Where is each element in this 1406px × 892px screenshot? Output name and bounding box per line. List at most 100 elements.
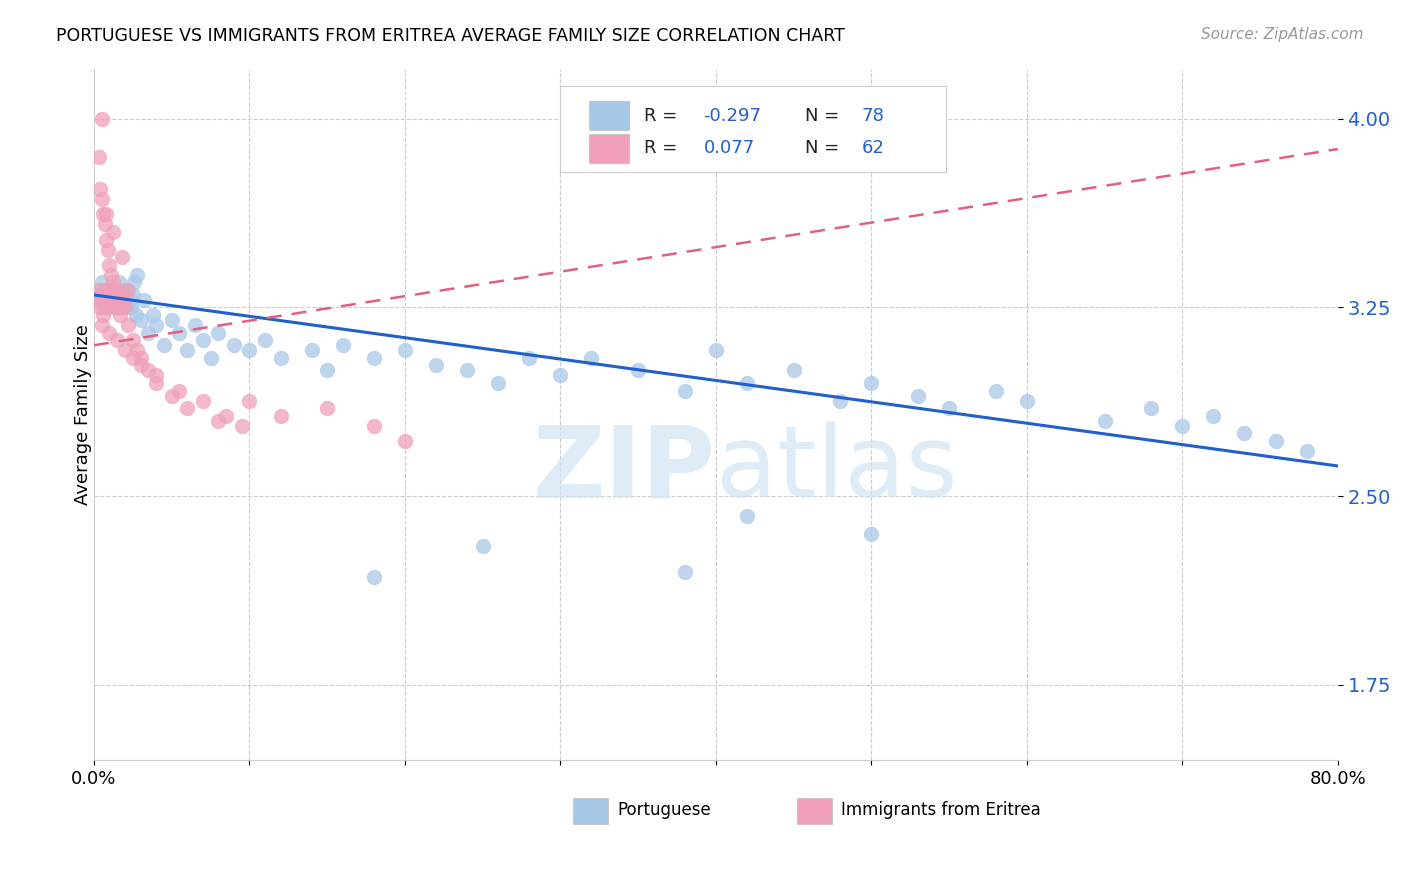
- Bar: [589, 101, 628, 130]
- Point: [100, 268, 122, 282]
- Point: [1171, 418, 1194, 433]
- Point: [87, 293, 110, 307]
- Point: [114, 343, 136, 358]
- Point: [830, 393, 852, 408]
- Point: [169, 384, 191, 398]
- Point: [104, 283, 127, 297]
- Point: [517, 351, 540, 365]
- Point: [215, 409, 238, 423]
- Point: [90, 112, 112, 126]
- Point: [160, 388, 183, 402]
- Point: [207, 414, 229, 428]
- Point: [104, 293, 127, 307]
- Text: PORTUGUESE VS IMMIGRANTS FROM ERITREA AVERAGE FAMILY SIZE CORRELATION CHART: PORTUGUESE VS IMMIGRANTS FROM ERITREA AV…: [56, 27, 845, 45]
- Point: [112, 301, 135, 315]
- Point: [103, 283, 125, 297]
- Point: [238, 393, 260, 408]
- Point: [111, 288, 134, 302]
- Point: [121, 351, 143, 365]
- Point: [301, 343, 323, 358]
- Text: 62: 62: [862, 139, 884, 157]
- Point: [90, 288, 112, 302]
- Point: [98, 295, 121, 310]
- Point: [1233, 426, 1256, 441]
- Point: [96, 293, 118, 307]
- Point: [115, 283, 138, 297]
- Point: [87, 150, 110, 164]
- Point: [101, 283, 124, 297]
- Point: [96, 207, 118, 221]
- Point: [101, 276, 124, 290]
- Point: [270, 351, 292, 365]
- Point: [907, 388, 929, 402]
- Point: [105, 301, 128, 315]
- Point: [89, 182, 111, 196]
- Point: [735, 509, 758, 524]
- Point: [735, 376, 758, 390]
- Point: [111, 250, 134, 264]
- Point: [486, 376, 509, 390]
- Point: [125, 308, 148, 322]
- Point: [90, 318, 112, 332]
- Point: [105, 293, 128, 307]
- Point: [90, 192, 112, 206]
- Point: [1015, 393, 1038, 408]
- Point: [142, 308, 165, 322]
- Point: [1295, 443, 1317, 458]
- Point: [160, 313, 183, 327]
- Point: [860, 376, 883, 390]
- Point: [456, 363, 478, 377]
- Text: ZIP: ZIP: [533, 421, 716, 518]
- Text: R =: R =: [644, 139, 683, 157]
- Point: [114, 288, 136, 302]
- Point: [101, 301, 124, 315]
- Point: [176, 343, 198, 358]
- Point: [101, 225, 124, 239]
- Point: [104, 301, 127, 315]
- Point: [129, 313, 152, 327]
- Point: [270, 409, 292, 423]
- Point: [1140, 401, 1163, 416]
- Point: [97, 301, 120, 315]
- Point: [91, 301, 114, 315]
- Point: [107, 276, 129, 290]
- Point: [984, 384, 1007, 398]
- Point: [191, 333, 214, 347]
- Point: [316, 401, 339, 416]
- Bar: [572, 797, 607, 824]
- Point: [117, 318, 139, 332]
- Point: [91, 308, 114, 322]
- Point: [91, 207, 114, 221]
- Point: [114, 301, 136, 315]
- Point: [145, 318, 167, 332]
- Bar: [797, 797, 831, 824]
- Point: [103, 288, 125, 302]
- Point: [425, 359, 447, 373]
- Point: [112, 293, 135, 307]
- Point: [110, 308, 132, 322]
- FancyBboxPatch shape: [561, 86, 946, 172]
- Point: [145, 376, 167, 390]
- Point: [363, 418, 385, 433]
- Point: [132, 293, 155, 307]
- Point: [120, 301, 142, 315]
- Point: [153, 338, 176, 352]
- Point: [363, 569, 385, 583]
- Point: [471, 540, 494, 554]
- Point: [169, 326, 191, 340]
- Point: [184, 318, 207, 332]
- Point: [253, 333, 276, 347]
- Point: [176, 401, 198, 416]
- Point: [105, 288, 128, 302]
- Point: [782, 363, 804, 377]
- Y-axis label: Average Family Size: Average Family Size: [75, 324, 91, 505]
- Point: [90, 276, 112, 290]
- Point: [191, 393, 214, 408]
- Text: atlas: atlas: [716, 421, 957, 518]
- Point: [94, 218, 117, 232]
- Point: [138, 326, 160, 340]
- Point: [100, 288, 122, 302]
- Point: [127, 268, 149, 282]
- Point: [87, 283, 110, 297]
- Point: [938, 401, 960, 416]
